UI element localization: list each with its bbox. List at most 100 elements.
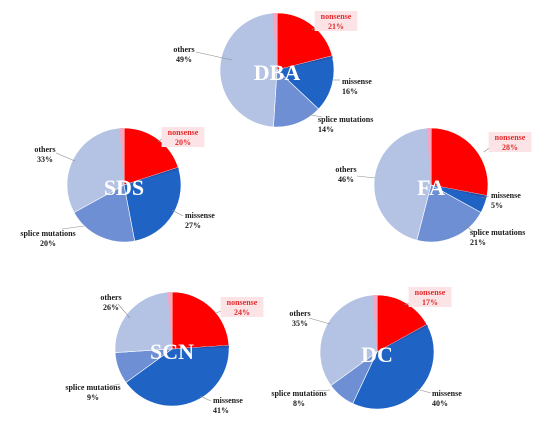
pie-slice-small <box>372 295 377 352</box>
pie-slice-nonsense <box>276 12 333 71</box>
pie-slice-divider <box>172 345 229 349</box>
pie-title: SCN <box>150 339 194 364</box>
leader-line <box>415 388 432 394</box>
pie-slice-missense <box>352 324 435 410</box>
pie-slice-divider <box>431 185 487 198</box>
pie-title: DC <box>361 342 393 367</box>
data-label-others: others 49% <box>173 45 194 64</box>
data-label-name: nonsense <box>415 288 446 297</box>
pie-slice-others <box>219 12 278 128</box>
data-label-name: splice mutations <box>271 389 326 398</box>
pie-slice-small <box>426 128 431 185</box>
data-label-pct: 9% <box>87 393 99 402</box>
data-label-pct: 33% <box>37 155 53 164</box>
leader-line <box>109 383 121 387</box>
data-label-name: splice mutations <box>65 383 120 392</box>
data-label-others: others 35% <box>289 309 310 328</box>
data-label-name: missense <box>491 191 521 200</box>
data-label-name: nonsense <box>227 298 258 307</box>
data-label-others: others 26% <box>100 293 121 312</box>
data-label-pct: 20% <box>40 239 56 248</box>
data-label-name: splice mutations <box>318 115 373 124</box>
data-label-name: others <box>335 165 356 174</box>
pie-slice-nonsense <box>123 127 179 186</box>
data-label-pct: 27% <box>185 221 201 230</box>
pie-slice-missense <box>123 167 182 242</box>
data-label-nonsense: nonsense 20% <box>168 128 199 147</box>
data-label-name: splice mutations <box>20 229 75 238</box>
data-label-name: others <box>289 309 310 318</box>
data-label-pct: 35% <box>292 319 308 328</box>
label-highlight <box>488 132 532 152</box>
data-label-pct: 8% <box>293 399 305 408</box>
leader-line <box>308 317 331 325</box>
pie-slice-divider <box>277 55 333 70</box>
data-label-others: others 33% <box>34 145 55 164</box>
leader-line <box>199 395 212 402</box>
pie-slice-nonsense <box>430 127 489 197</box>
leader-line <box>480 195 490 199</box>
data-label-pct: 41% <box>213 406 229 415</box>
data-label-name: missense <box>342 77 372 86</box>
data-label-pct: 16% <box>342 87 358 96</box>
data-label-pct: 49% <box>176 55 192 64</box>
data-label-name: nonsense <box>168 128 199 137</box>
pie-slice-nonsense <box>171 291 230 350</box>
pie-title: FA <box>417 175 445 200</box>
label-highlight <box>314 11 358 31</box>
leader-line <box>465 225 475 233</box>
pie-slice-small <box>167 292 172 349</box>
data-label-nonsense: nonsense 24% <box>227 298 258 317</box>
leader-line <box>356 175 376 179</box>
leader-line <box>55 152 76 162</box>
pie-title: DBA <box>254 60 301 85</box>
data-label-name: nonsense <box>495 133 526 142</box>
data-label-name: others <box>34 145 55 154</box>
pie-scn: SCN nonsense 24% missense 41% splice mutation… <box>65 291 264 415</box>
data-label-splice: splice mutations 21% <box>470 228 525 247</box>
data-label-pct: 21% <box>328 22 344 31</box>
pie-slice-others <box>114 291 173 353</box>
data-label-pct: 24% <box>234 308 250 317</box>
data-label-pct: 28% <box>502 143 518 152</box>
leader-line <box>305 113 323 118</box>
data-label-nonsense: nonsense 28% <box>495 133 526 152</box>
label-highlight <box>408 287 452 307</box>
data-label-pct: 46% <box>338 175 354 184</box>
data-label-splice: splice mutations 20% <box>20 229 75 248</box>
pie-slice-nonsense <box>376 294 428 353</box>
data-label-splice: splice mutations 8% <box>271 389 326 408</box>
pie-slice-others <box>66 127 125 213</box>
pie-dc: DC nonsense 17% missense 40% splice mutations… <box>271 287 462 410</box>
data-label-missense: missense 27% <box>185 211 215 230</box>
leader-line <box>195 51 233 61</box>
pie-slice-splice <box>416 184 482 243</box>
leader-line <box>171 209 184 217</box>
data-label-nonsense: nonsense 21% <box>321 12 352 31</box>
data-label-name: missense <box>185 211 215 220</box>
data-label-missense: missense 41% <box>213 396 243 415</box>
data-label-missense: missense 16% <box>342 77 372 96</box>
data-label-pct: 26% <box>103 303 119 312</box>
data-label-name: splice mutations <box>470 228 525 237</box>
pie-slice-small <box>119 128 124 185</box>
pie-title: SDS <box>104 175 144 200</box>
pie-slice-divider <box>124 167 179 185</box>
data-label-pct: 40% <box>432 399 448 408</box>
data-label-pct: 5% <box>491 201 503 210</box>
pie-slice-divider <box>377 324 428 352</box>
leader-line <box>117 303 131 319</box>
pie-slice-missense <box>125 345 230 407</box>
data-label-missense: missense 40% <box>432 389 462 408</box>
data-label-pct: 20% <box>175 138 191 147</box>
data-label-name: others <box>173 45 194 54</box>
data-label-nonsense: nonsense 17% <box>415 288 446 307</box>
data-label-missense: missense 5% <box>491 191 521 210</box>
data-label-splice: splice mutations 14% <box>318 115 373 134</box>
data-label-others: others 46% <box>335 165 356 184</box>
label-highlight <box>220 297 264 317</box>
label-highlight <box>161 127 205 147</box>
